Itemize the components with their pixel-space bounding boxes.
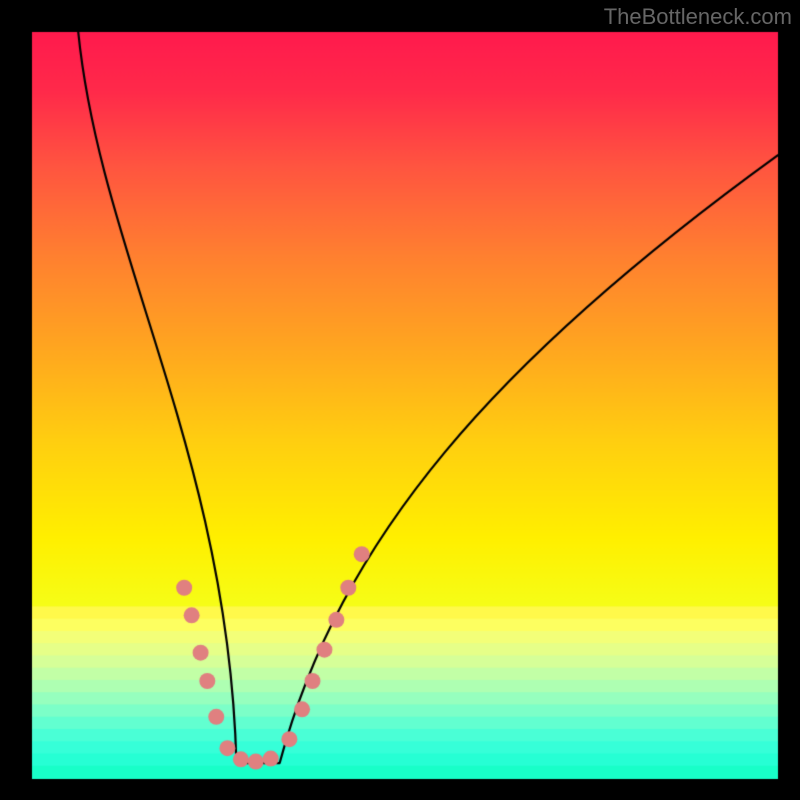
bottleneck-chart-canvas <box>0 0 800 800</box>
chart-container: TheBottleneck.com <box>0 0 800 800</box>
watermark-text: TheBottleneck.com <box>604 4 792 30</box>
